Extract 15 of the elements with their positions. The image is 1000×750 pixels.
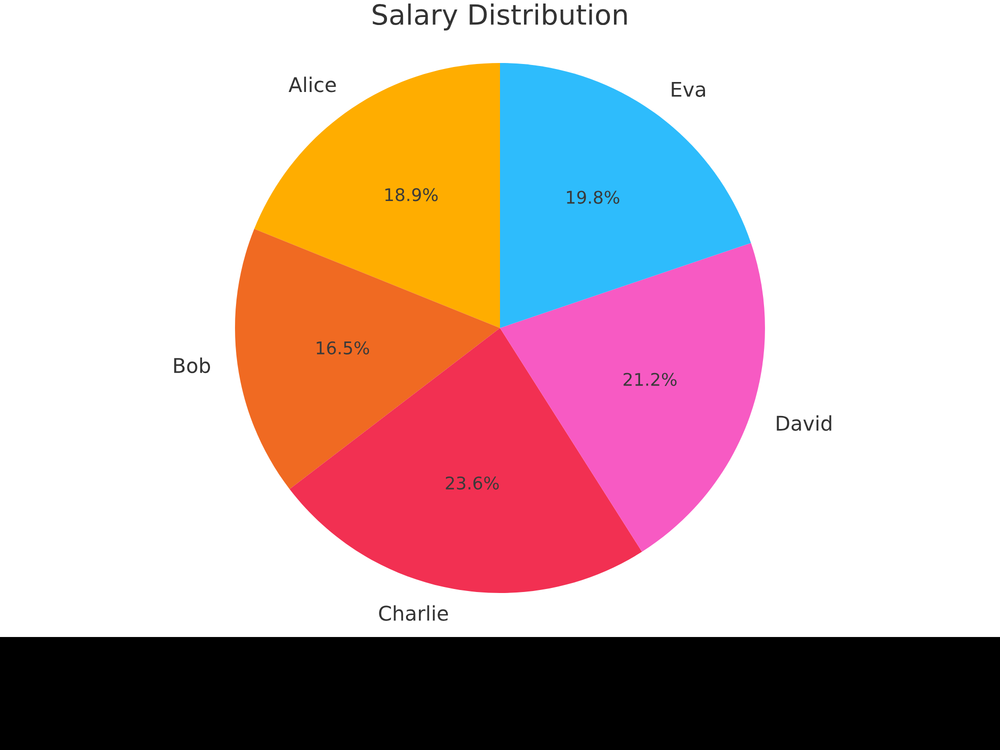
data-label: 19.8%: [566, 190, 620, 204]
pie-slice: [500, 63, 751, 328]
pie-slice: [235, 228, 500, 490]
data-label: 16.5%: [316, 341, 370, 354]
slice-label: Alice: [288, 76, 336, 92]
slice-label: Eva: [672, 82, 706, 97]
data-label: 21.2%: [624, 372, 677, 386]
pie-slice: [500, 242, 765, 552]
data-label: 23.6%: [446, 476, 499, 490]
slice-label: Charlie: [379, 605, 448, 621]
slice-label: Bob: [174, 358, 210, 374]
data-label: 18.9%: [385, 188, 438, 202]
chart-title: Salary Distribution: [372, 4, 627, 30]
pie-slice: [254, 63, 500, 328]
slice-label: David: [776, 415, 832, 431]
